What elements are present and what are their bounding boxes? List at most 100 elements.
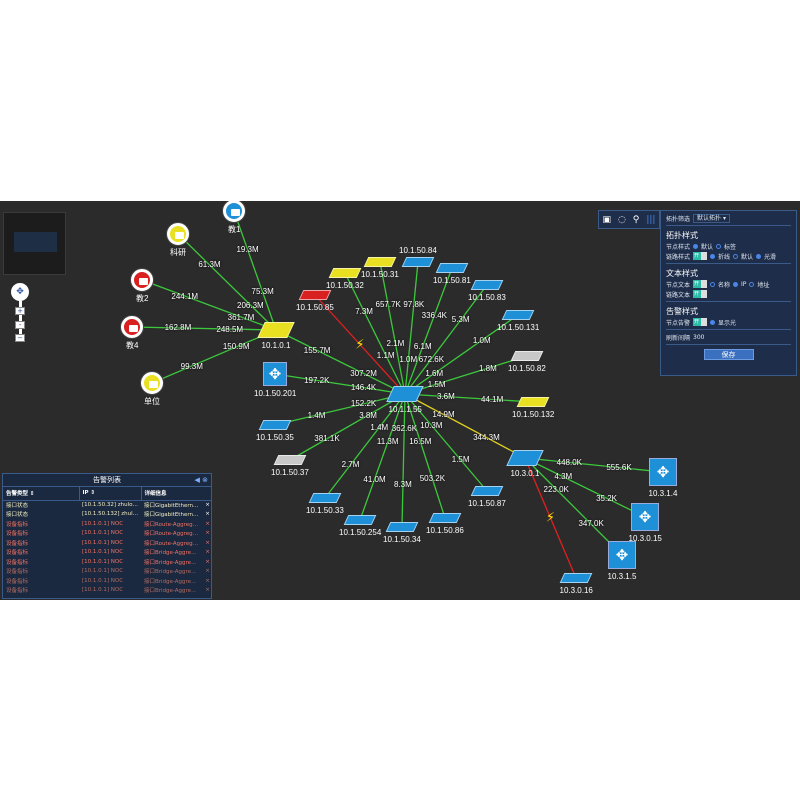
close-icon[interactable]: ⊗ — [202, 476, 208, 484]
link-n82-core[interactable] — [404, 355, 528, 395]
minimap[interactable] — [3, 212, 66, 275]
search-icon[interactable]: ⚲ — [632, 214, 640, 225]
col-ip[interactable]: IP ⇕ — [79, 487, 142, 501]
fit-icon[interactable]: ▣ — [602, 214, 611, 225]
refresh-interval-input[interactable]: 300 — [693, 333, 705, 341]
network-group-icon — [141, 372, 163, 394]
save-button[interactable]: 保存 — [703, 349, 754, 360]
alarm-row[interactable]: 设备指标 [10.1.0.1] NOC 接口Route-Aggregation49,… — [3, 538, 211, 548]
dismiss-icon[interactable]: × — [205, 511, 210, 518]
alarm-row[interactable]: 设备指标 [10.1.0.1] NOC 接口Bridge-Aggregation11… — [3, 567, 211, 577]
link-jiao4-n1001[interactable] — [131, 326, 277, 331]
link-n301-core[interactable] — [404, 393, 526, 459]
alarm-type: 设备指标 — [6, 559, 29, 566]
link-n87-core[interactable] — [404, 393, 488, 492]
zoom-in-icon[interactable]: + — [15, 307, 25, 315]
link-traffic-label: 244.1M — [171, 291, 199, 301]
alarm-row[interactable]: 设备指标 [10.1.0.1] NOC 接口Bridge-Aggregation11… — [3, 586, 211, 596]
alarm-row[interactable]: 接口状态 [10.1.50.32] zhulou-32 接口GigabitEther… — [3, 500, 211, 510]
node-style-label: 节点样式 — [666, 243, 691, 251]
link-traffic-label: 361.7M — [227, 312, 255, 322]
link-n31-core[interactable] — [379, 261, 406, 395]
node-label: 10.3.1.4 — [648, 488, 678, 498]
dismiss-icon[interactable]: × — [205, 549, 210, 556]
link-n83-core[interactable] — [404, 284, 488, 395]
refresh-icon[interactable]: ◌ — [617, 214, 626, 225]
link-n32-core[interactable] — [344, 272, 406, 395]
node-label: 10.1.1.55 — [388, 404, 422, 414]
link-n37-core[interactable] — [289, 393, 406, 461]
link-text-toggle[interactable]: 开 — [693, 290, 708, 298]
link-traffic-label: 1.4M — [307, 410, 326, 420]
topology-filter-select[interactable]: 默认拓扑 ▾ — [693, 213, 730, 223]
dismiss-icon[interactable]: × — [205, 577, 210, 584]
radio-name[interactable] — [710, 281, 716, 287]
alarm-ip: [10.1.0.1] NOC — [82, 568, 124, 575]
link-n85-core[interactable] — [314, 294, 406, 395]
link-n3015-n301[interactable] — [524, 457, 646, 518]
alarm-row[interactable]: 设备指标 [10.1.0.1] NOC 接口Bridge-Aggregation11… — [3, 557, 211, 567]
link-traffic-label: 14.9M — [432, 409, 455, 419]
link-n86-core[interactable] — [404, 393, 446, 519]
link-n132-core[interactable] — [404, 393, 534, 403]
link-traffic-label: 162.8M — [164, 323, 192, 333]
link-n314-n301[interactable] — [524, 457, 664, 473]
zoom-out-icon[interactable]: − — [15, 334, 25, 342]
link-n1001-core[interactable] — [275, 329, 406, 395]
radio-ip[interactable] — [733, 281, 739, 287]
link-style-toggle[interactable]: 开 — [693, 252, 708, 260]
alarm-row[interactable]: 设备指标 [10.1.0.1] NOC 接口Bridge-Aggregation11… — [3, 548, 211, 558]
link-n35-core[interactable] — [274, 393, 406, 426]
radio-node-default[interactable] — [693, 243, 699, 249]
link-n81-core[interactable] — [404, 267, 453, 395]
dismiss-icon[interactable]: × — [205, 502, 210, 508]
alarm-row[interactable]: 接口状态 [10.1.50.132] zhulou... 接口GigabitEthe… — [3, 510, 211, 520]
dismiss-icon[interactable]: × — [205, 530, 210, 537]
radio-address[interactable] — [749, 281, 755, 287]
dismiss-icon[interactable]: × — [205, 587, 210, 594]
link-jiao1-n1001[interactable] — [233, 210, 277, 331]
radio-polyline[interactable] — [710, 253, 716, 259]
zoom-slider[interactable] — [19, 301, 22, 337]
radio-show-light[interactable] — [710, 319, 716, 325]
dismiss-icon[interactable]: × — [205, 558, 210, 565]
radio-default[interactable] — [733, 253, 739, 259]
link-n254-core[interactable] — [359, 393, 406, 521]
link-jiao2-n1001[interactable] — [141, 279, 277, 331]
radio-smooth[interactable] — [756, 253, 762, 259]
link-n33-core[interactable] — [324, 393, 406, 499]
refresh-label: 刷新间隔 — [666, 334, 691, 342]
link-traffic-label: 16.5M — [409, 436, 432, 446]
alarm-detail: 接口Route-Aggregation36,... — [144, 521, 199, 528]
radio-node-tag[interactable] — [716, 243, 722, 249]
alarm-row[interactable]: 设备指标 [10.1.0.1] NOC 接口Route-Aggregation36,… — [3, 519, 211, 529]
link-danwei-n1001[interactable] — [151, 329, 277, 384]
dismiss-icon[interactable]: × — [205, 520, 210, 527]
opt-label: 光滑 — [764, 253, 777, 261]
node-text-toggle[interactable]: 开 — [693, 280, 708, 288]
link-n315-n301[interactable] — [524, 457, 623, 556]
link-n84-core[interactable] — [404, 261, 419, 395]
link-n3016-n301[interactable] — [524, 457, 577, 579]
link-keyan-n1001[interactable] — [177, 233, 277, 331]
switch-icon — [401, 257, 435, 267]
zoom-handle[interactable]: - — [15, 321, 25, 329]
link-n34-core[interactable] — [401, 393, 406, 528]
sound-icon[interactable]: ◀ — [194, 476, 200, 484]
topology-canvas[interactable]: ⚡ ⚡ 教1 科研 教2 教4 单位 10.1.0.1 ✥ 10.1.50.201 10.1.1.5… — [0, 201, 800, 600]
link-traffic-label: 1.5M — [451, 455, 470, 465]
alarm-row[interactable]: 设备指标 [10.1.0.1] NOC 接口Route-Aggregation48,… — [3, 529, 211, 539]
alarm-row[interactable]: 设备指标 [10.1.0.1] NOC 接口Bridge-Aggregation11… — [3, 576, 211, 586]
dismiss-icon[interactable]: × — [205, 539, 210, 546]
dismiss-icon[interactable]: × — [205, 568, 210, 575]
node-alarm-toggle[interactable]: 开 — [693, 318, 708, 326]
switch-icon — [385, 522, 419, 532]
node-label: 10.1.50.87 — [468, 498, 506, 508]
pan-control-icon[interactable]: ✥ — [11, 283, 29, 301]
node-label: 10.3.1.5 — [607, 571, 637, 581]
col-alarm-type[interactable]: 告警类型 ⇕ — [3, 487, 80, 501]
minimap-viewport[interactable] — [14, 232, 57, 252]
link-n201-core[interactable] — [274, 373, 406, 395]
link-n131-core[interactable] — [404, 314, 519, 395]
columns-icon[interactable]: ||| — [646, 214, 656, 225]
